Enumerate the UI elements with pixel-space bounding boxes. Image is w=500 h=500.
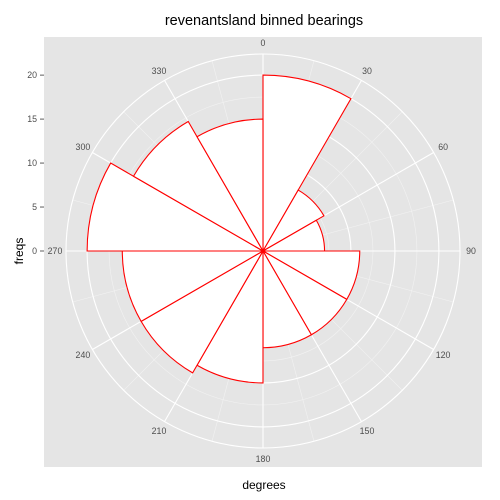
bar-wedge bbox=[86, 162, 266, 252]
y-tick-label: 0 bbox=[32, 246, 37, 256]
chart-title: revenantsland binned bearings bbox=[164, 13, 364, 29]
bar-wedge bbox=[261, 189, 325, 253]
bar-wedge bbox=[262, 74, 352, 254]
angle-tick-label: 330 bbox=[152, 66, 167, 76]
angle-tick-label: 120 bbox=[436, 350, 451, 360]
angle-tick-label: 150 bbox=[360, 426, 375, 436]
y-tick-label: 15 bbox=[27, 114, 37, 124]
angle-tick-label: 210 bbox=[152, 426, 167, 436]
angle-tick-label: 270 bbox=[48, 246, 63, 256]
y-tick-label: 5 bbox=[32, 202, 37, 212]
bar-wedge bbox=[132, 120, 265, 253]
angle-tick-label: 90 bbox=[466, 246, 476, 256]
angle-tick-label: 180 bbox=[256, 454, 271, 464]
angle-tick-label: 240 bbox=[76, 350, 91, 360]
y-tick-label: 10 bbox=[27, 158, 37, 168]
angle-tick-label: 300 bbox=[76, 142, 91, 152]
y-tick-label: 20 bbox=[27, 70, 37, 80]
angle-tick-label: 30 bbox=[362, 66, 372, 76]
angle-tick-label: 60 bbox=[438, 142, 448, 152]
bar-wedge bbox=[196, 118, 264, 254]
angle-tick-label: 0 bbox=[261, 38, 266, 48]
x-axis-label: degrees bbox=[242, 478, 286, 492]
